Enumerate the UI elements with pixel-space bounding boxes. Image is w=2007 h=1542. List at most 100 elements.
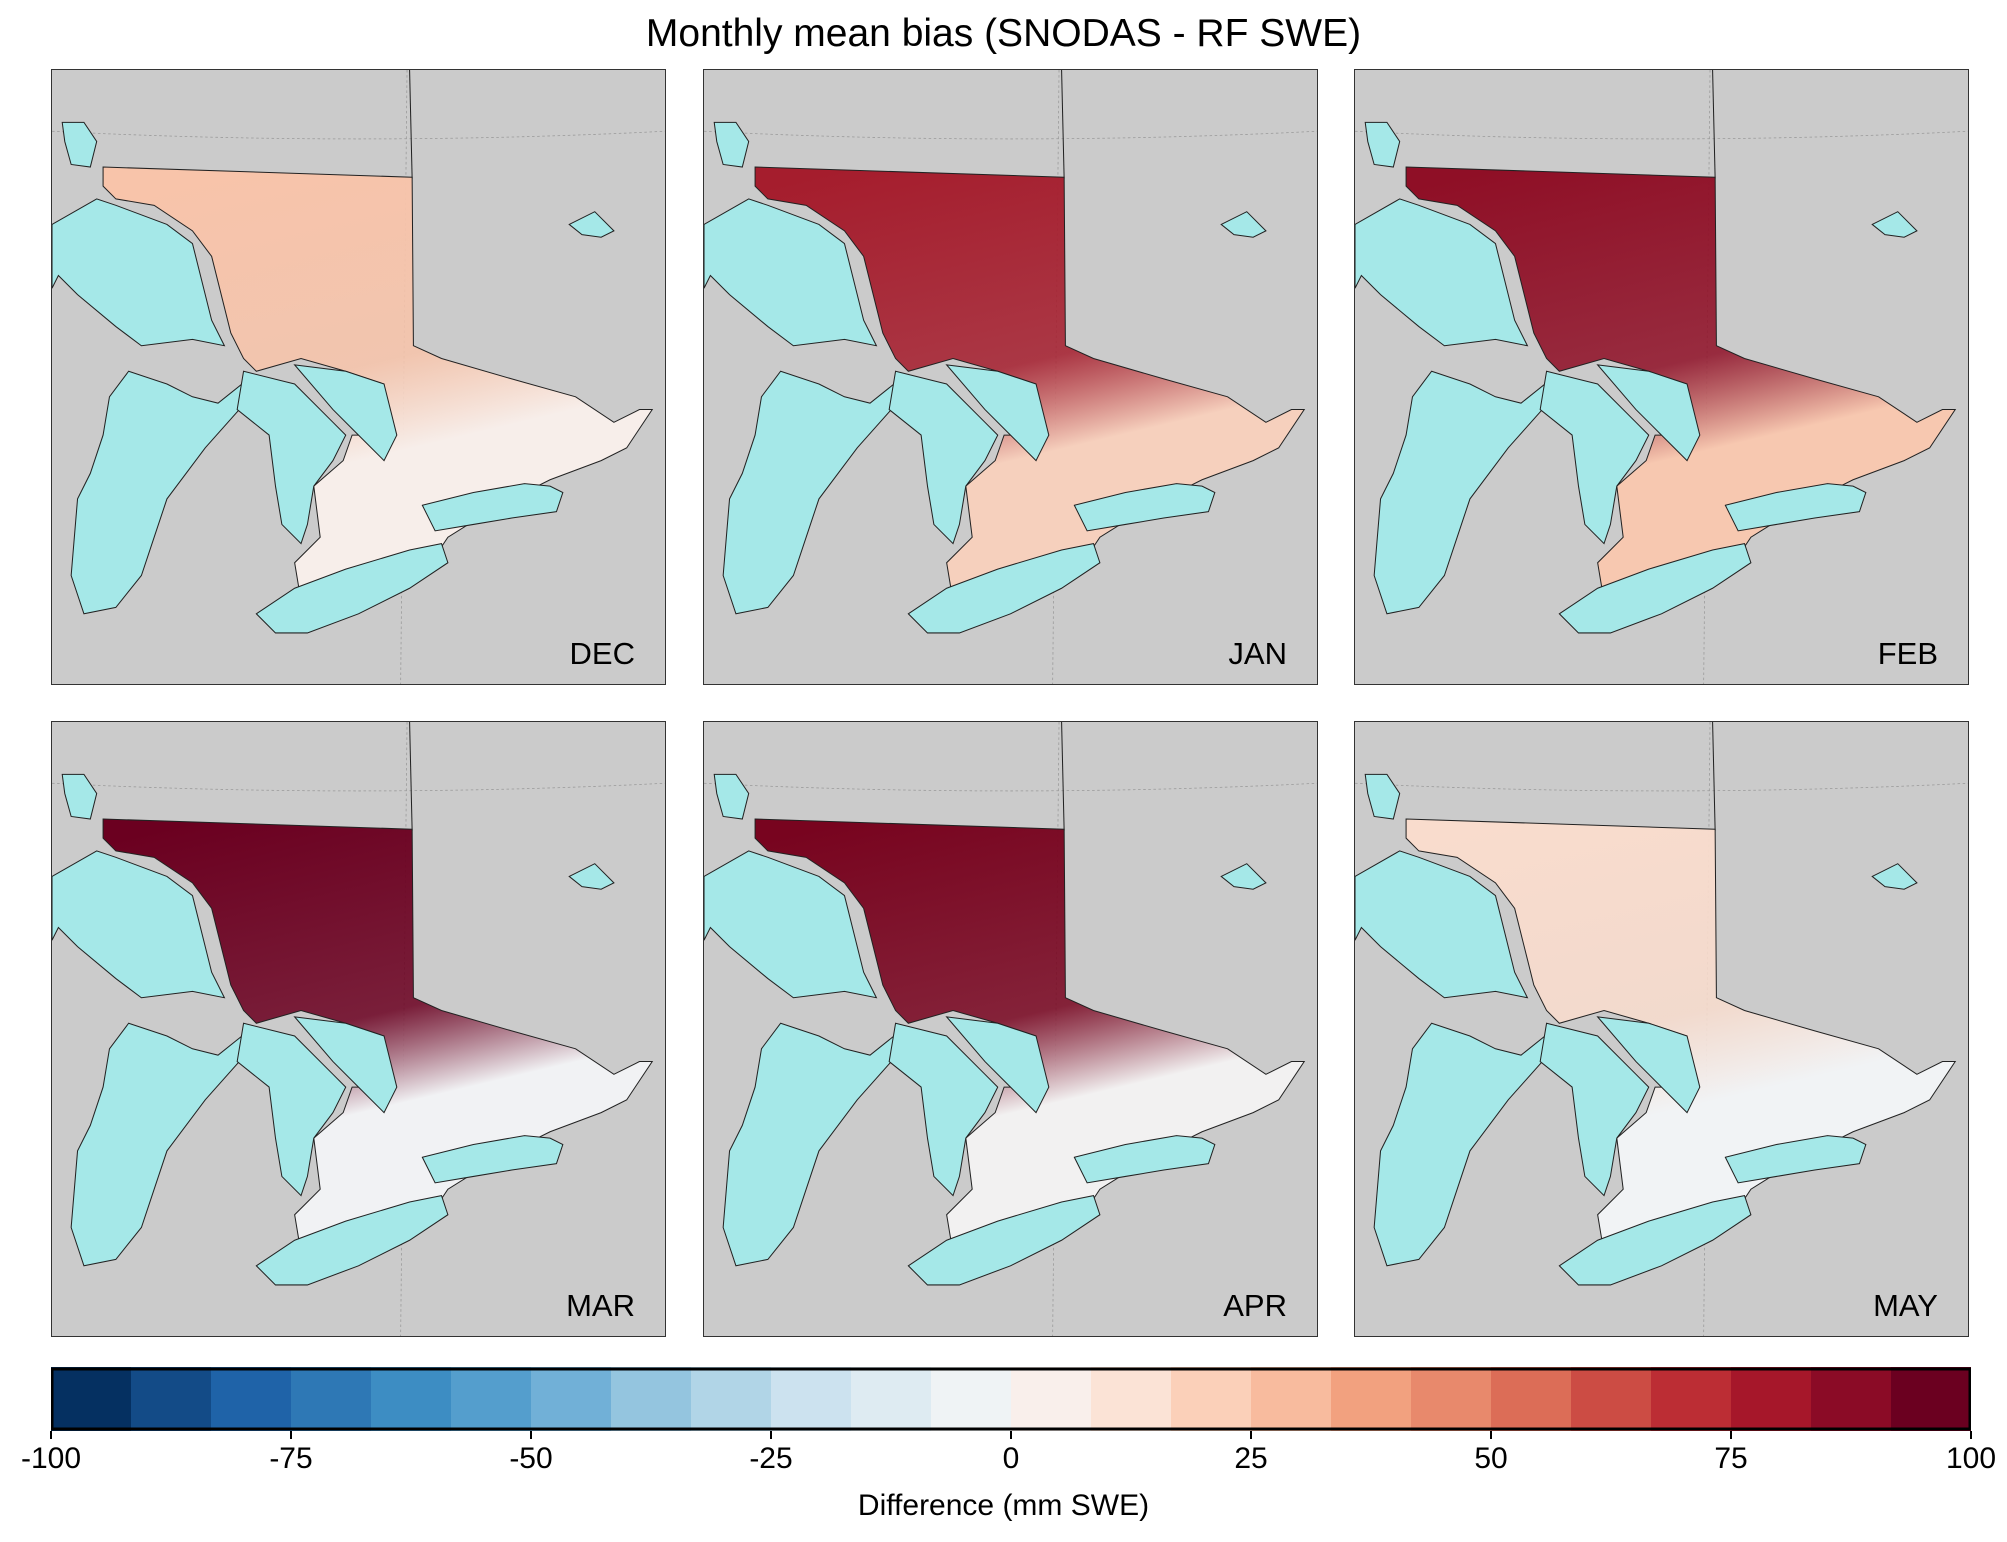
colorbar-bin <box>771 1367 852 1431</box>
lake-mistassini <box>568 863 615 890</box>
colorbar-tick-mark <box>1970 1431 1972 1439</box>
lake-nipigon <box>1364 121 1401 168</box>
colorbar-bin <box>1571 1367 1652 1431</box>
colorbar-bin <box>1171 1367 1252 1431</box>
panel-label: APR <box>1223 1288 1287 1323</box>
chart-title: Monthly mean bias (SNODAS - RF SWE) <box>645 12 1362 55</box>
colorbar-bin <box>51 1367 132 1431</box>
lake-georgian <box>1596 1016 1701 1114</box>
lake-nipigon <box>61 773 98 820</box>
colorbar-bin <box>611 1367 692 1431</box>
colorbar-tick-mark <box>1010 1431 1012 1439</box>
colorbar-frame <box>51 1367 1971 1431</box>
lake-georgian <box>1596 364 1701 462</box>
colorbar-bin <box>211 1367 292 1431</box>
map-panel-may: MAY <box>1354 721 1969 1337</box>
colorbar-bin <box>531 1367 612 1431</box>
colorbar-bin <box>931 1367 1012 1431</box>
lake-michigan <box>1373 370 1560 615</box>
lake-huron <box>1539 370 1650 545</box>
colorbar-tick-mark <box>1250 1431 1252 1439</box>
lake-superior <box>52 850 226 999</box>
colorbar-bin <box>691 1367 772 1431</box>
lake-nipigon <box>713 773 750 820</box>
lake-huron <box>236 1022 347 1197</box>
lake-erie <box>907 1194 1101 1286</box>
map-panel-jan: JAN <box>703 69 1318 685</box>
colorbar-tick-mark <box>50 1431 52 1439</box>
lake-michigan <box>70 370 257 615</box>
colorbar-bin <box>1651 1367 1732 1431</box>
lake-huron <box>888 370 999 545</box>
lake-ontario_lake <box>1724 483 1867 532</box>
map-panel-feb: FEB <box>1354 69 1969 685</box>
lake-nipigon <box>61 121 98 168</box>
panel-label: MAR <box>566 1288 635 1323</box>
colorbar-bin <box>851 1367 932 1431</box>
colorbar-bin <box>1491 1367 1572 1431</box>
map-panel-dec: DEC <box>51 69 666 685</box>
lake-erie <box>1558 1194 1752 1286</box>
lake-mistassini <box>1871 863 1918 890</box>
lake-superior <box>704 198 878 347</box>
colorbar-bin <box>451 1367 532 1431</box>
colorbar-tick-label: -100 <box>20 1442 82 1475</box>
colorbar-tick-label: 75 <box>1714 1442 1748 1475</box>
colorbar-tick-label: -50 <box>509 1442 553 1475</box>
colorbar-bin <box>1091 1367 1172 1431</box>
colorbar-bin <box>371 1367 452 1431</box>
lake-erie <box>255 1194 449 1286</box>
lake-michigan <box>1373 1022 1560 1267</box>
panel-label: DEC <box>569 636 635 671</box>
colorbar-bin <box>1731 1367 1812 1431</box>
lake-georgian <box>945 364 1050 462</box>
lake-erie <box>907 542 1101 634</box>
lake-michigan <box>722 1022 909 1267</box>
lake-mistassini <box>1220 211 1267 238</box>
colorbar-tick-label: 25 <box>1234 1442 1268 1475</box>
lake-ontario_lake <box>1724 1135 1867 1184</box>
colorbar-bin <box>1411 1367 1492 1431</box>
panel-label: FEB <box>1877 636 1938 671</box>
lake-ontario_lake <box>421 1135 564 1184</box>
lake-mistassini <box>568 211 615 238</box>
colorbar-tick-label: 100 <box>1945 1442 1997 1475</box>
colorbar-label: Difference (mm SWE) <box>857 1489 1150 1522</box>
lake-huron <box>888 1022 999 1197</box>
colorbar-tick-mark <box>770 1431 772 1439</box>
colorbar-tick-mark <box>530 1431 532 1439</box>
lake-ontario_lake <box>1073 1135 1216 1184</box>
colorbar-tick-mark <box>290 1431 292 1439</box>
colorbar-bin <box>1331 1367 1412 1431</box>
map-panel-apr: APR <box>703 721 1318 1337</box>
lake-ontario_lake <box>1073 483 1216 532</box>
colorbar-bin <box>1011 1367 1092 1431</box>
colorbar-bin <box>1891 1367 1971 1431</box>
colorbar-tick-mark <box>1730 1431 1732 1439</box>
colorbar-tick-mark <box>1490 1431 1492 1439</box>
panel-label: JAN <box>1228 636 1287 671</box>
panel-label: MAY <box>1873 1288 1938 1323</box>
lake-georgian <box>293 1016 398 1114</box>
colorbar-bin <box>1811 1367 1892 1431</box>
colorbar-bin <box>131 1367 212 1431</box>
lake-superior <box>1355 198 1529 347</box>
lake-georgian <box>293 364 398 462</box>
lake-superior <box>1355 850 1529 999</box>
lake-nipigon <box>713 121 750 168</box>
lake-ontario_lake <box>421 483 564 532</box>
colorbar <box>51 1367 1971 1431</box>
lake-erie <box>1558 542 1752 634</box>
colorbar-tick-label: 50 <box>1474 1442 1508 1475</box>
lake-superior <box>52 198 226 347</box>
lake-mistassini <box>1220 863 1267 890</box>
colorbar-tick-label: -75 <box>269 1442 313 1475</box>
lake-mistassini <box>1871 211 1918 238</box>
lake-superior <box>704 850 878 999</box>
colorbar-bin <box>291 1367 372 1431</box>
lake-michigan <box>70 1022 257 1267</box>
lake-erie <box>255 542 449 634</box>
map-panel-mar: MAR <box>51 721 666 1337</box>
lake-georgian <box>945 1016 1050 1114</box>
colorbar-bin <box>1251 1367 1332 1431</box>
